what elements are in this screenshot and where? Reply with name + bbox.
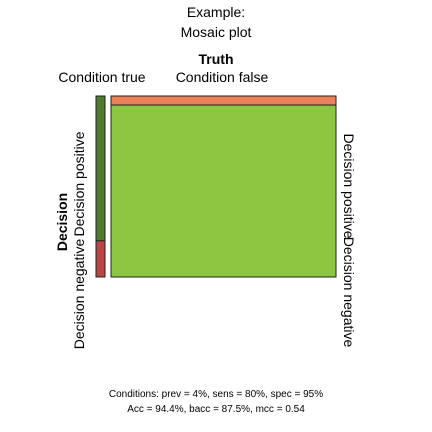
tile-condition-true-decision-positive (95, 95, 106, 242)
top-axis-title: Truth (199, 51, 234, 67)
mosaic-tiles (95, 95, 337, 278)
tile-condition-false-decision-negative (110, 104, 337, 278)
tile-condition-true-decision-negative (95, 240, 106, 278)
left-axis-title: Decision (54, 193, 70, 251)
caption-line-2: Acc = 94.4%, bacc = 87.5%, mcc = 0.54 (127, 404, 305, 415)
top-label-condition-false: Condition false (176, 69, 269, 85)
right-label-decision-negative: Decision negative (341, 237, 357, 348)
left-label-decision-negative: Decision negative (71, 239, 87, 350)
top-label-condition-true: Condition true (58, 69, 145, 85)
caption-line-1: Conditions: prev = 4%, sens = 80%, spec … (109, 389, 323, 400)
chart-title: Example: (187, 4, 245, 20)
right-label-decision-positive: Decision positive (341, 133, 357, 238)
tile-condition-false-decision-positive (110, 95, 337, 106)
left-label-decision-positive: Decision positive (71, 131, 87, 236)
chart-subtitle: Mosaic plot (181, 24, 252, 40)
